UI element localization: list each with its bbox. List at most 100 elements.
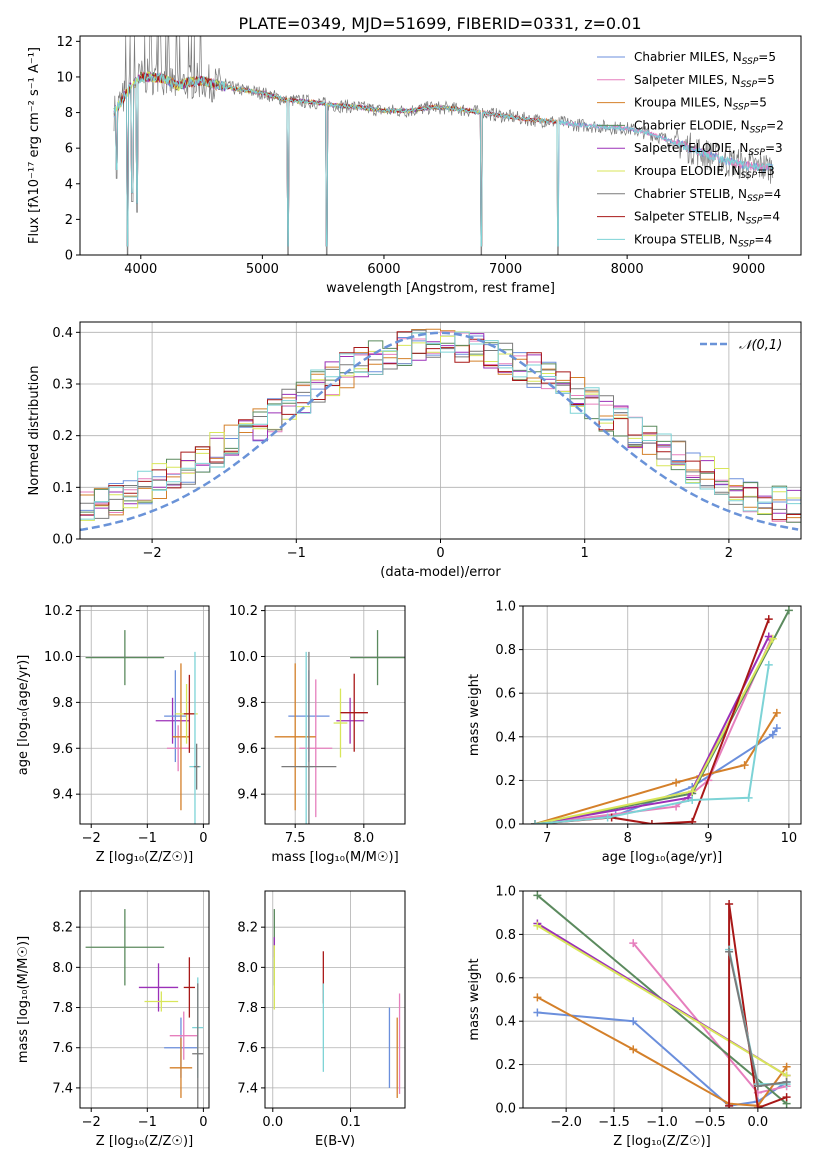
- errorbar-salpeter_elodie: [138, 963, 179, 1012]
- errorbar-kroupa_elodie: [333, 688, 348, 758]
- data-point: [533, 891, 542, 900]
- legend-label: Kroupa STELIB, NSSP=4: [634, 232, 772, 249]
- errorbar-kroupa_miles: [169, 1037, 193, 1098]
- data-point: [753, 1082, 762, 1091]
- data-point: [688, 817, 697, 824]
- x-tick-label: −2: [82, 831, 101, 846]
- data-point: [672, 778, 681, 787]
- data-point: [782, 1077, 791, 1086]
- chart-mass_vs_z: −2 −1 0 7.4 7.6 7.8 8.0 8.2 Z [log₁₀(Z/Z☉)] mass …: [16, 890, 210, 1149]
- y-tick-label: 8.0: [237, 961, 258, 976]
- data-point: [533, 993, 542, 1002]
- data-point: [764, 632, 773, 641]
- x-tick-label: −1: [138, 831, 157, 846]
- errorbar-chabrier_elodie: [85, 909, 165, 986]
- x-tick-label: −1: [138, 1115, 157, 1130]
- axes-frame: [522, 605, 802, 825]
- axes-age_vs_mass: 7.5 8.0 9.4 9.6 9.8 10.0 10.2 mass [log₁₀(M/M☉)…: [229, 604, 406, 865]
- plot-area-mass_vs_z: [85, 909, 204, 1108]
- y-axis-label: mass weight: [467, 958, 482, 1040]
- y-tick-label: 10.2: [44, 604, 73, 619]
- x-tick-label: −2: [143, 546, 162, 561]
- plot-area-mass_vs_ebv: [273, 909, 401, 1098]
- spectrum-line-kroupa_miles: [113, 71, 559, 247]
- x-tick-label: 7.5: [285, 831, 306, 846]
- y-tick-label: 9.4: [237, 788, 258, 803]
- data-point: [647, 820, 656, 824]
- y-axis-label: Flux [fλ10⁻¹⁷ erg cm⁻² s⁻¹ A⁻¹]: [27, 47, 42, 244]
- axes-frame: [79, 605, 210, 825]
- x-tick-label: 10: [781, 831, 798, 846]
- series-salpeter_stelib: [531, 615, 773, 824]
- data-point: [753, 1104, 762, 1108]
- series-salpeter_stelib: [725, 900, 791, 1108]
- errorbar-salpeter_miles: [299, 679, 333, 818]
- x-tick-label: 8000: [611, 262, 644, 277]
- y-tick-label: 6: [65, 142, 73, 157]
- errorbar-kroupa_miles: [274, 663, 316, 811]
- y-tick-label: 7.8: [237, 1001, 258, 1016]
- data-point: [782, 1093, 791, 1102]
- y-tick-label: 0.2: [495, 774, 516, 789]
- x-tick-label: −1.0: [646, 1115, 678, 1130]
- x-tick-label: 8.0: [353, 831, 374, 846]
- y-axis-label: mass [log₁₀(M/M☉)]: [16, 936, 31, 1063]
- histogram-kroupa_stelib: [80, 331, 801, 520]
- y-tick-label: 8.2: [52, 921, 73, 936]
- x-tick-label: −0.5: [694, 1115, 726, 1130]
- data-point: [784, 606, 793, 615]
- data-point: [764, 615, 773, 624]
- data-point: [533, 921, 542, 930]
- normal-curve: [80, 331, 799, 532]
- y-tick-label: 10: [56, 70, 73, 85]
- axes-spectrum: 4000 5000 6000 7000 8000 9000 0 2 4 6 8 10 12 wavelen…: [27, 35, 802, 296]
- chart-weight_vs_age: 7 8 9 10 0.0 0.2 0.4 0.6 0.8 1.0 age [log₁₀(age/yr…: [467, 600, 802, 865]
- x-axis-label: wavelength [Angstrom, rest frame]: [326, 281, 555, 296]
- legend-label: Salpeter ELODIE, NSSP=3: [634, 141, 783, 158]
- series-kroupa_miles: [531, 708, 781, 824]
- data-point: [629, 1017, 638, 1026]
- y-tick-label: 0.4: [495, 1015, 516, 1030]
- series-line: [536, 924, 788, 1077]
- data-point: [768, 634, 777, 643]
- plot-area-spectrum: [113, 36, 774, 255]
- y-tick-label: 7.6: [237, 1041, 258, 1056]
- data-point: [782, 1062, 791, 1071]
- x-axis-label: (data-model)/error: [380, 565, 501, 580]
- x-tick-label: 9: [704, 831, 712, 846]
- spectrum-line-kroupa_stelib: [113, 72, 774, 247]
- y-tick-label: 7.4: [237, 1081, 258, 1096]
- x-tick-label: 0: [199, 1115, 207, 1130]
- errorbar-salpeter_miles: [166, 725, 190, 772]
- axes-residuals: −2 −1 0 1 2 0.0 0.1 0.2 0.3 0.4 (data-model)/error…: [27, 321, 802, 580]
- y-tick-label: 0.3: [52, 378, 73, 393]
- x-tick-label: 2: [725, 546, 733, 561]
- y-tick-label: 0.2: [52, 429, 73, 444]
- y-tick-label: 8.2: [237, 921, 258, 936]
- data-point: [629, 939, 638, 948]
- y-tick-label: 0.0: [52, 533, 73, 548]
- y-tick-label: 10.0: [44, 650, 73, 665]
- histogram-kroupa_miles: [80, 328, 801, 519]
- axes-mass_vs_z: −2 −1 0 7.4 7.6 7.8 8.0 8.2 Z [log₁₀(Z/Z☉)] mass …: [16, 890, 210, 1149]
- data-point: [629, 1045, 638, 1054]
- x-tick-label: 7: [543, 831, 551, 846]
- legend-label: 𝒩(0,1): [739, 338, 782, 353]
- x-axis-label: Z [log₁₀(Z/Z☉)]: [96, 850, 193, 865]
- x-axis-label: E(B-V): [315, 1134, 355, 1149]
- y-tick-label: 0.4: [52, 326, 73, 341]
- figure-title: PLATE=0349, MJD=51699, FIBERID=0331, z=0…: [238, 14, 641, 33]
- y-tick-label: 8.0: [52, 961, 73, 976]
- x-tick-label: 7000: [489, 262, 522, 277]
- x-tick-label: 0: [436, 546, 444, 561]
- y-tick-label: 0.0: [495, 1102, 516, 1117]
- legend-label: Chabrier ELODIE, NSSP=2: [634, 118, 784, 135]
- x-tick-label: 5000: [246, 262, 279, 277]
- chart-age_vs_mass: 7.5 8.0 9.4 9.6 9.8 10.0 10.2 mass [log₁₀(M/M☉)…: [229, 604, 406, 865]
- plot-area-age_vs_mass: [274, 630, 405, 824]
- chart-spectrum: 4000 5000 6000 7000 8000 9000 0 2 4 6 8 10 12 wavelen…: [27, 35, 802, 296]
- x-axis-label: Z [log₁₀(Z/Z☉)]: [96, 1134, 193, 1149]
- plot-area-residuals: [80, 328, 801, 532]
- axes-frame: [79, 890, 210, 1109]
